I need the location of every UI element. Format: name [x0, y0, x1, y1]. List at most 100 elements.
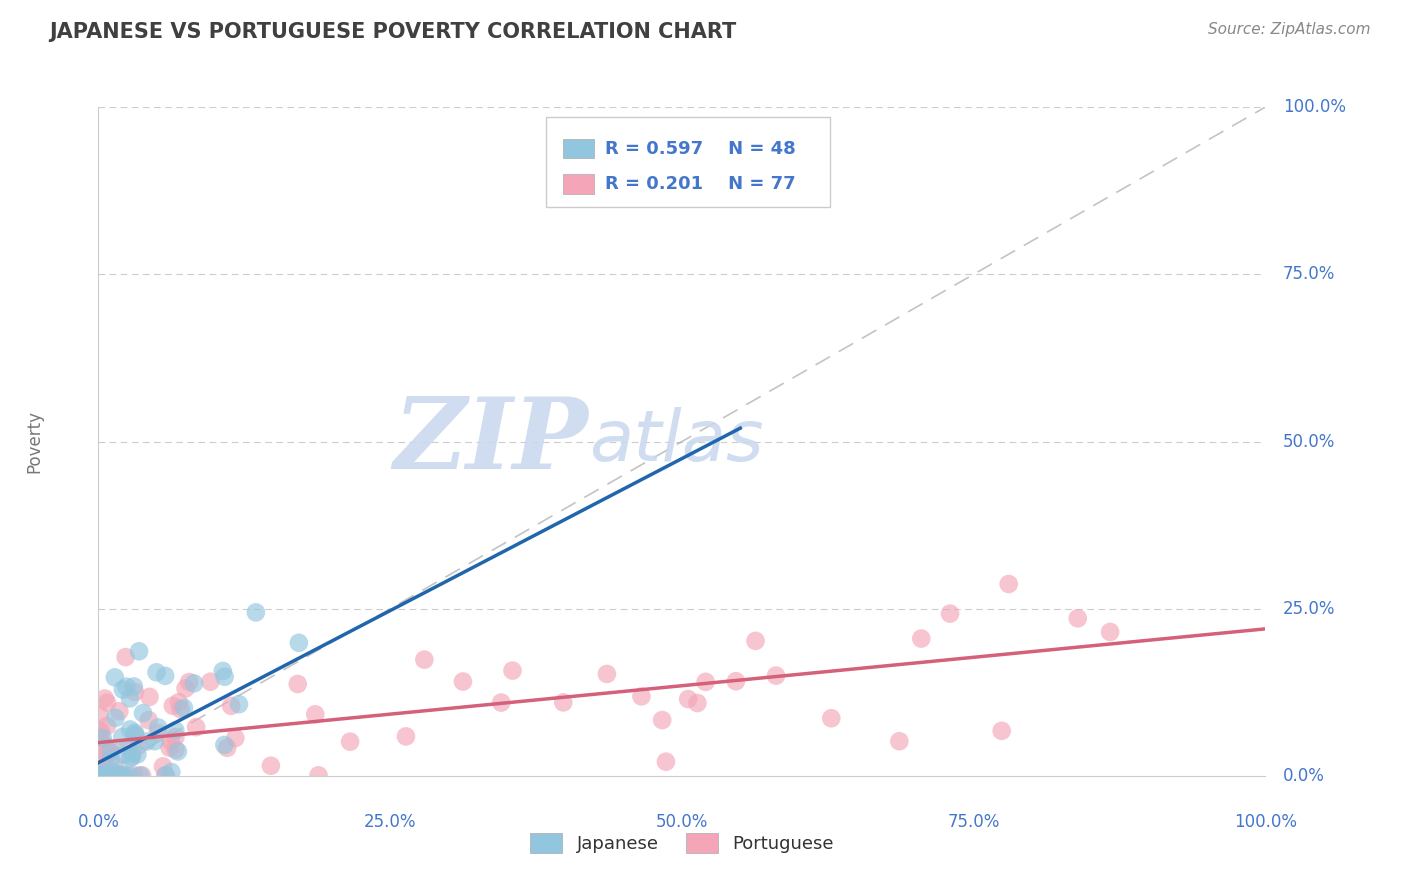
- Point: [94, 764, 117, 779]
- Point: [96, 768, 118, 782]
- Point: [120, 751, 142, 765]
- Point: [596, 667, 619, 681]
- Text: R = 0.201    N = 77: R = 0.201 N = 77: [606, 176, 796, 194]
- Point: [97, 744, 120, 758]
- Text: 100.0%: 100.0%: [1282, 98, 1346, 116]
- Point: [89, 724, 111, 739]
- Point: [413, 652, 436, 666]
- Point: [104, 670, 127, 684]
- Point: [200, 674, 222, 689]
- Point: [179, 675, 201, 690]
- Point: [695, 674, 717, 689]
- Point: [91, 731, 114, 745]
- Point: [153, 669, 176, 683]
- Point: [122, 768, 145, 782]
- Point: [153, 768, 176, 782]
- Text: R = 0.597    N = 48: R = 0.597 N = 48: [606, 139, 796, 158]
- Point: [89, 768, 111, 782]
- Text: 0.0%: 0.0%: [77, 813, 120, 830]
- Point: [89, 746, 111, 760]
- Point: [765, 668, 787, 682]
- Point: [173, 701, 195, 715]
- Point: [89, 708, 111, 723]
- Point: [121, 747, 143, 761]
- Point: [120, 723, 142, 737]
- Point: [165, 723, 187, 738]
- Legend: Japanese, Portuguese: Japanese, Portuguese: [523, 825, 841, 861]
- Point: [138, 713, 160, 727]
- Point: [214, 670, 236, 684]
- Point: [143, 734, 166, 748]
- Point: [146, 721, 169, 735]
- Point: [910, 632, 932, 646]
- Point: [117, 740, 139, 755]
- Point: [287, 677, 309, 691]
- Point: [219, 698, 242, 713]
- Point: [724, 674, 747, 689]
- Point: [260, 758, 283, 772]
- Point: [121, 749, 143, 764]
- Point: [489, 696, 512, 710]
- Point: [124, 727, 146, 741]
- Text: 25.0%: 25.0%: [364, 813, 416, 830]
- Point: [997, 577, 1019, 591]
- Point: [115, 680, 138, 694]
- Point: [98, 742, 121, 756]
- Point: [105, 768, 128, 782]
- Point: [94, 768, 117, 782]
- Point: [630, 690, 652, 704]
- Point: [128, 644, 150, 658]
- Point: [100, 768, 122, 782]
- Point: [228, 697, 250, 711]
- Point: [104, 711, 127, 725]
- Point: [155, 768, 177, 782]
- Point: [651, 713, 673, 727]
- Point: [146, 726, 169, 740]
- Point: [152, 759, 174, 773]
- Point: [217, 740, 239, 755]
- Point: [174, 681, 197, 696]
- Point: [124, 730, 146, 744]
- Point: [451, 674, 474, 689]
- Point: [89, 731, 111, 745]
- Point: [112, 747, 135, 762]
- Text: atlas: atlas: [589, 407, 763, 476]
- Point: [96, 719, 118, 733]
- Point: [114, 650, 136, 665]
- Point: [91, 766, 114, 780]
- Text: Poverty: Poverty: [25, 410, 44, 473]
- Point: [159, 740, 181, 755]
- Point: [103, 768, 125, 782]
- Point: [100, 745, 122, 759]
- Point: [127, 739, 149, 753]
- Point: [124, 685, 146, 699]
- Point: [132, 706, 155, 720]
- Point: [308, 768, 330, 782]
- Point: [183, 676, 205, 690]
- Point: [91, 768, 114, 782]
- Text: Source: ZipAtlas.com: Source: ZipAtlas.com: [1208, 22, 1371, 37]
- Point: [94, 691, 117, 706]
- Point: [112, 768, 135, 782]
- Point: [103, 757, 125, 772]
- Point: [686, 696, 709, 710]
- Point: [118, 691, 141, 706]
- Point: [214, 738, 236, 752]
- Point: [108, 704, 131, 718]
- Point: [990, 723, 1012, 738]
- Point: [553, 695, 575, 709]
- Text: 50.0%: 50.0%: [655, 813, 709, 830]
- Point: [655, 755, 678, 769]
- Point: [111, 682, 134, 697]
- Point: [94, 739, 117, 754]
- Point: [96, 696, 118, 710]
- Point: [111, 730, 134, 744]
- Point: [889, 734, 911, 748]
- Point: [224, 731, 246, 745]
- Text: 25.0%: 25.0%: [1282, 599, 1336, 618]
- Point: [165, 730, 187, 744]
- Point: [127, 747, 149, 762]
- Text: 0.0%: 0.0%: [1282, 767, 1324, 785]
- Point: [339, 734, 361, 748]
- Point: [100, 753, 122, 767]
